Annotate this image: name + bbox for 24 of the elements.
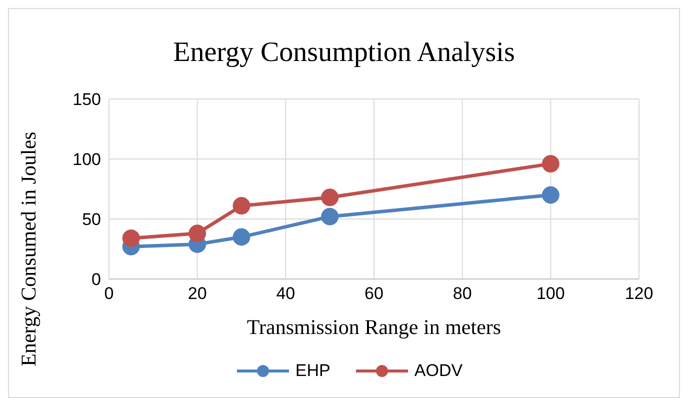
point — [232, 228, 250, 246]
legend-label: AODV — [413, 361, 463, 381]
y-tick-label: 0 — [92, 270, 101, 290]
point — [321, 188, 339, 206]
x-tick-label: 80 — [452, 284, 472, 304]
y-tick-label: 100 — [72, 150, 101, 170]
point — [542, 186, 560, 204]
y-tick-label: 50 — [82, 210, 101, 230]
x-tick-label: 0 — [104, 284, 114, 304]
x-tick-label: 120 — [624, 284, 654, 304]
legend-label: EHP — [294, 361, 330, 381]
x-tick-label: 40 — [276, 284, 296, 304]
y-axis-title: Energy Consumed in Joules — [16, 132, 42, 366]
point — [321, 208, 339, 226]
x-tick-label: 20 — [188, 284, 207, 304]
y-tick-label: 150 — [72, 90, 101, 110]
point — [232, 197, 250, 215]
chart-title: Energy Consumption Analysis — [172, 37, 516, 69]
point — [122, 229, 140, 247]
point — [542, 155, 560, 173]
point — [188, 224, 206, 242]
x-axis-title: Transmission Range in meters — [246, 315, 502, 339]
x-tick-label: 100 — [536, 284, 565, 304]
x-tick-label: 60 — [364, 284, 384, 304]
